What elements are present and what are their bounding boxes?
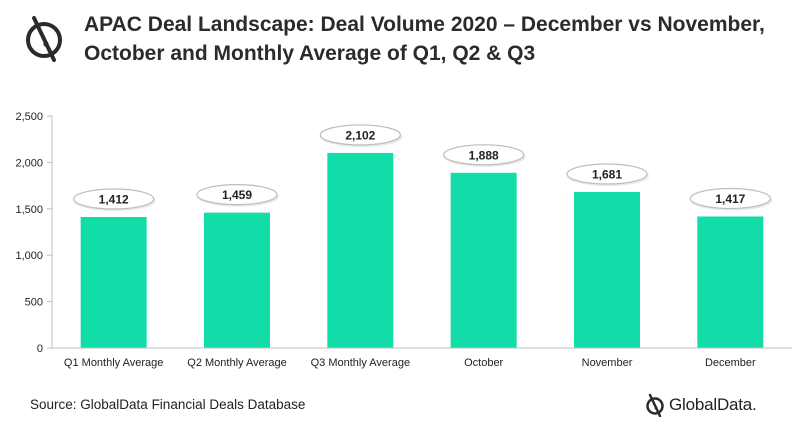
brand-name: GlobalData.	[669, 395, 757, 414]
bar-chart: 0 500 1,000 1,500 2,000 2,500 1,412 1,459 2,102…	[15, 111, 792, 369]
source-note: Source: GlobalData Financial Deals Datab…	[30, 397, 306, 412]
y-tick-label: 2,000	[15, 157, 43, 169]
y-tick-label: 1,500	[15, 204, 43, 216]
x-category-label: December	[705, 357, 756, 369]
data-label-bubble	[689, 187, 771, 210]
bar	[327, 152, 394, 348]
data-label-bubble	[443, 144, 525, 166]
globaldata-brand-icon	[646, 393, 664, 417]
data-label-bubble	[196, 184, 278, 206]
bar-series: 1,412 1,459 2,102 1,888 1,681 1,417	[73, 124, 773, 348]
y-axis: 0 500 1,000 1,500 2,000 2,500	[15, 111, 53, 355]
y-tick-label: 0	[37, 343, 43, 355]
globaldata-logo-icon	[26, 16, 62, 62]
x-category-label: October	[464, 357, 503, 369]
brand-logo: GlobalData.	[644, 392, 784, 418]
data-label: 1,412	[99, 192, 129, 206]
x-axis: Q1 Monthly Average Q2 Monthly Average Q3 M…	[52, 347, 792, 369]
data-label-bubble	[319, 124, 401, 146]
data-label: 1,681	[592, 168, 622, 182]
x-category-label: Q3 Monthly Average	[311, 357, 410, 369]
data-label: 1,417	[715, 192, 745, 206]
chart-title: APAC Deal Landscape: Deal Volume 2020 – …	[84, 13, 765, 65]
bar	[204, 212, 270, 348]
data-label-bubble	[566, 163, 648, 185]
data-label: 1,888	[469, 148, 499, 162]
bar	[574, 192, 640, 348]
y-tick-label: 500	[25, 297, 43, 309]
bar	[450, 172, 517, 348]
bar	[80, 216, 147, 348]
y-tick-label: 2,500	[15, 111, 43, 123]
x-category-label: Q2 Monthly Average	[187, 357, 286, 369]
data-label: 1,459	[222, 188, 252, 202]
x-category-label: November	[582, 357, 633, 369]
y-tick-label: 1,000	[15, 250, 43, 262]
bar	[697, 216, 764, 348]
x-category-label: Q1 Monthly Average	[64, 357, 163, 369]
data-label-bubble	[73, 188, 155, 210]
data-label: 2,102	[345, 128, 375, 142]
